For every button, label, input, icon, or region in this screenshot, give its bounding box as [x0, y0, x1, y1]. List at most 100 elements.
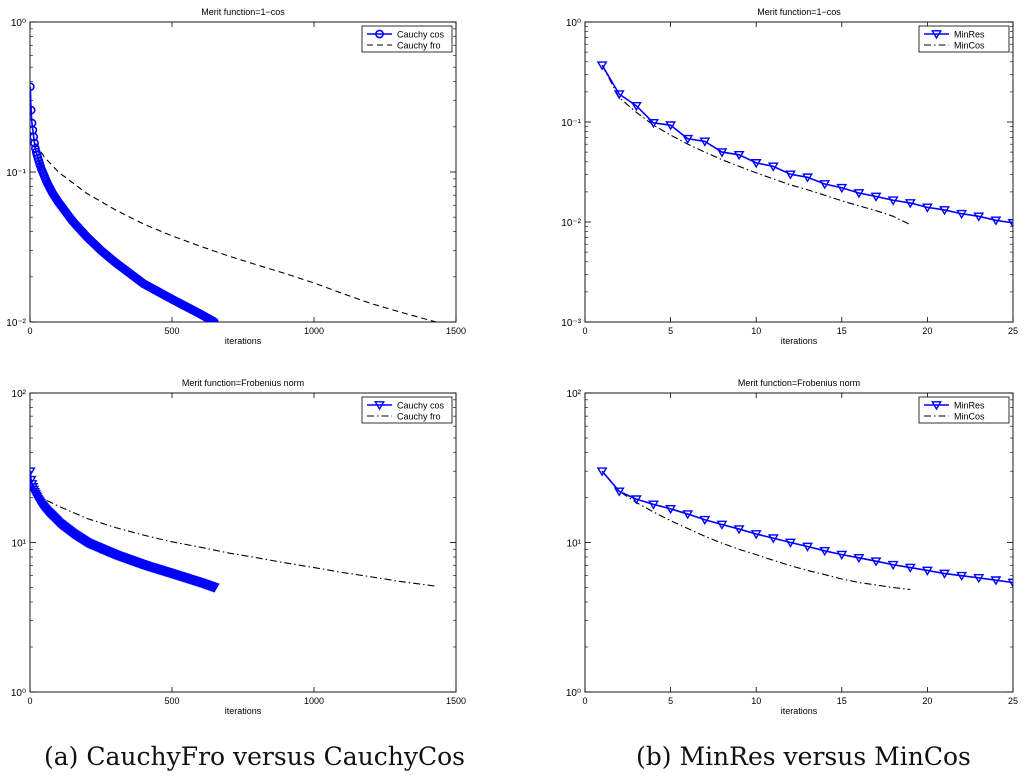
- x-tick-label: 500: [164, 696, 179, 706]
- x-tick-label: 25: [1008, 326, 1018, 336]
- data-point: [613, 90, 625, 100]
- legend-marker-minres: [931, 401, 942, 411]
- axes-frame-b-top: [584, 21, 1014, 323]
- data-point: [870, 192, 882, 202]
- data-point: [785, 170, 796, 180]
- x-tick-label: 1500: [446, 326, 466, 336]
- x-tick-label: 20: [922, 696, 932, 706]
- x-tick-label: 25: [1008, 696, 1018, 706]
- legend-label-cauchy-cos: Cauchy cos: [397, 401, 445, 411]
- data-point: [716, 520, 728, 530]
- series-line-mincos: [601, 64, 911, 226]
- x-tick-label: 15: [837, 326, 847, 336]
- legend-marker-cauchy-cos: [374, 401, 385, 411]
- data-point: [836, 550, 848, 560]
- legend-box: [918, 25, 1010, 53]
- y-tick-label: 10²: [12, 389, 27, 400]
- data-point: [30, 132, 39, 142]
- data-point: [939, 206, 950, 216]
- y-tick-label: 10⁰: [11, 18, 26, 29]
- data-point: [596, 61, 608, 71]
- data-point: [1007, 219, 1013, 229]
- data-point: [973, 574, 985, 584]
- data-point: [30, 467, 36, 477]
- data-point: [750, 530, 762, 540]
- x-axis-label: iterations: [225, 336, 262, 346]
- legend-label-mincos: MinCos: [954, 41, 985, 51]
- data-point: [939, 569, 950, 579]
- legend-label-minres: MinRes: [954, 401, 985, 411]
- legend-label-cauchy-cos: Cauchy cos: [397, 30, 445, 40]
- series-markers-cauchy-cos: [30, 82, 219, 322]
- data-point: [699, 137, 711, 147]
- plot-area-a-bottom: [30, 467, 437, 593]
- data-point: [990, 216, 1002, 226]
- data-point: [596, 467, 608, 477]
- series-line-cauchy-fro: [35, 143, 437, 322]
- legend-label-cauchy-fro: Cauchy fro: [397, 41, 441, 51]
- series-line-cauchy-fro: [35, 490, 437, 587]
- x-tick-label: 0: [582, 696, 587, 706]
- chart-a-bottom: 10⁰ 10¹ 10² 0 500 1000 1500 Merit function=Frob…: [11, 378, 466, 716]
- data-point: [904, 199, 916, 209]
- data-point: [853, 553, 865, 564]
- x-axis-label: iterations: [781, 706, 818, 716]
- data-point: [887, 196, 899, 206]
- data-point: [1007, 578, 1013, 588]
- series-line-minres: [601, 470, 1013, 584]
- y-tick-label: 10⁻¹: [6, 168, 26, 179]
- data-point: [836, 183, 848, 194]
- data-point: [767, 534, 779, 544]
- data-point: [819, 546, 831, 557]
- data-point: [648, 119, 659, 129]
- data-point: [699, 515, 711, 526]
- y-tick-label: 10¹: [567, 539, 582, 550]
- chart-title: Merit function=1−cos: [201, 7, 285, 17]
- chart-b-top: 10⁻³ 10⁻² 10⁻¹ 10⁰ 0 5 10 15 20 25 Merit function=…: [561, 7, 1018, 346]
- x-tick-label: 1000: [304, 696, 324, 706]
- data-point: [785, 538, 796, 548]
- data-point: [30, 82, 35, 92]
- y-tick-label: 10⁰: [11, 688, 26, 699]
- data-point: [682, 134, 694, 145]
- data-point: [870, 557, 882, 567]
- y-tick-label: 10⁰: [566, 18, 581, 29]
- legend-label-cauchy-fro: Cauchy fro: [397, 412, 441, 422]
- axes-frame-a-top: [29, 21, 457, 323]
- plot-area-b-top: [596, 61, 1013, 229]
- data-point: [990, 576, 1002, 586]
- plot-area-b-bottom: [596, 467, 1013, 591]
- caption-b: (b) MinRes versus MinCos: [636, 742, 971, 771]
- chart-title: Merit function=1−cos: [757, 7, 841, 17]
- data-point: [750, 159, 762, 169]
- series-line-mincos: [601, 470, 911, 591]
- plot-area-a-top: [30, 82, 437, 322]
- x-axis-label: iterations: [781, 336, 818, 346]
- data-point: [208, 583, 220, 593]
- x-tick-label: 10: [751, 326, 761, 336]
- series-markers-minres: [596, 467, 1013, 588]
- chart-b-bottom: 10⁰ 10¹ 10² 0 5 10 15 20 25 Merit function=Froben…: [566, 378, 1018, 716]
- legend-label-mincos: MinCos: [954, 412, 985, 422]
- series-markers-cauchy-cos: [30, 467, 220, 593]
- x-tick-label: 10: [751, 696, 761, 706]
- data-point: [904, 563, 916, 573]
- axes-frame-a-bottom: [29, 392, 457, 693]
- x-tick-label: 0: [27, 696, 32, 706]
- data-point: [733, 150, 745, 161]
- legend-label-minres: MinRes: [954, 30, 985, 40]
- legend-marker-cauchy-cos: [375, 29, 384, 39]
- data-point: [956, 571, 968, 582]
- data-point: [921, 203, 933, 213]
- series-markers-minres: [596, 61, 1013, 229]
- x-tick-label: 20: [922, 326, 932, 336]
- x-tick-label: 5: [668, 696, 673, 706]
- x-tick-label: 15: [837, 696, 847, 706]
- data-point: [767, 162, 779, 172]
- chart-title: Merit function=Frobenius norm: [738, 378, 860, 388]
- x-tick-label: 5: [668, 326, 673, 336]
- y-tick-label: 10⁻²: [6, 318, 26, 329]
